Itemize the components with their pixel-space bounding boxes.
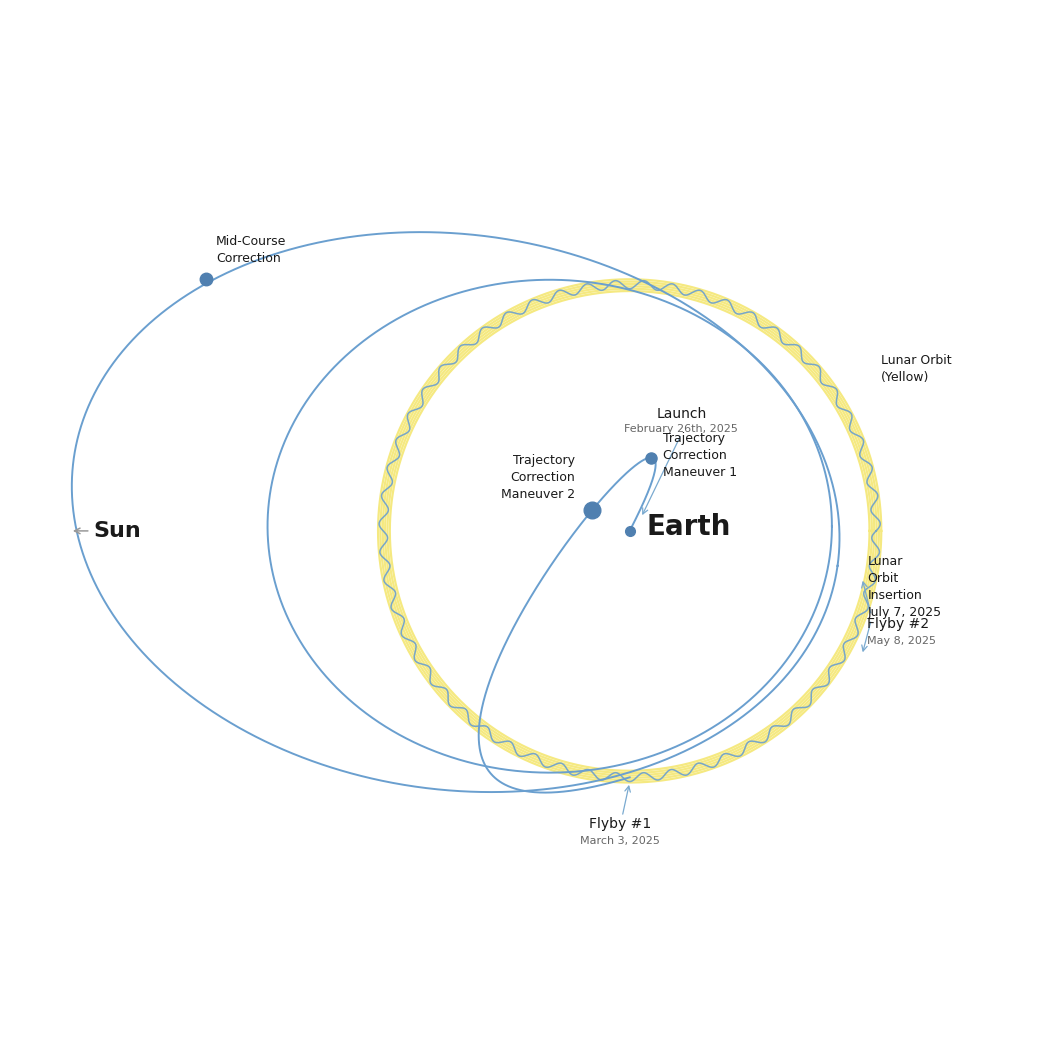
Text: March 3, 2025: March 3, 2025 bbox=[580, 835, 660, 846]
Text: Lunar Orbit
(Yellow): Lunar Orbit (Yellow) bbox=[880, 355, 951, 384]
Text: Earth: Earth bbox=[647, 513, 731, 541]
Text: Lunar
Orbit
Insertion
July 7, 2025: Lunar Orbit Insertion July 7, 2025 bbox=[868, 555, 942, 620]
Text: Mid-Course
Correction: Mid-Course Correction bbox=[216, 235, 286, 265]
Text: Trajectory
Correction
Maneuver 1: Trajectory Correction Maneuver 1 bbox=[662, 432, 736, 479]
Text: Flyby #2: Flyby #2 bbox=[867, 617, 929, 631]
Text: February 26th, 2025: February 26th, 2025 bbox=[625, 425, 738, 434]
Text: Flyby #1: Flyby #1 bbox=[589, 817, 652, 831]
Text: May 8, 2025: May 8, 2025 bbox=[867, 636, 936, 647]
Text: Launch: Launch bbox=[656, 407, 706, 421]
Text: Trajectory
Correction
Maneuver 2: Trajectory Correction Maneuver 2 bbox=[501, 454, 575, 501]
Text: Sun: Sun bbox=[94, 520, 141, 541]
